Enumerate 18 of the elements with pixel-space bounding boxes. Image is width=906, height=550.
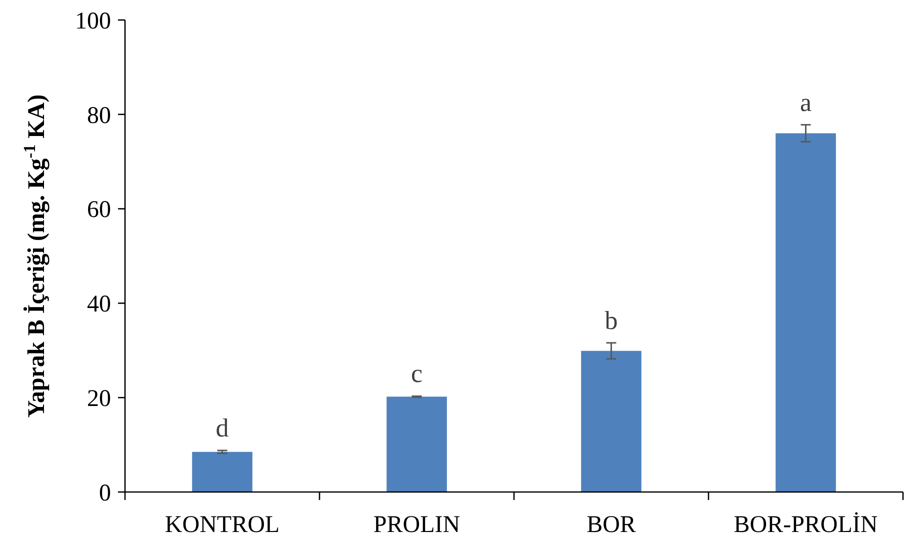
x-tick-label: BOR [586,512,636,538]
annotation: c [410,359,423,388]
y-tick-label: 60 [87,197,111,224]
bar [386,396,447,492]
y-tick-label: 0 [99,480,111,506]
annotation: a [800,88,812,117]
y-tick-label: 80 [87,102,111,129]
bar [192,452,252,492]
bar [776,133,836,492]
y-tick-label: 100 [75,8,111,34]
x-tick-label: BOR-PROLİN [734,512,878,538]
annotation: d [216,413,229,442]
bar [581,350,642,492]
annotation: b [604,306,618,335]
x-tick-label: KONTROL [164,512,280,538]
y-tick-label: 20 [87,386,111,412]
x-tick-label: PROLIN [373,512,460,538]
y-tick-label: 40 [87,292,111,318]
